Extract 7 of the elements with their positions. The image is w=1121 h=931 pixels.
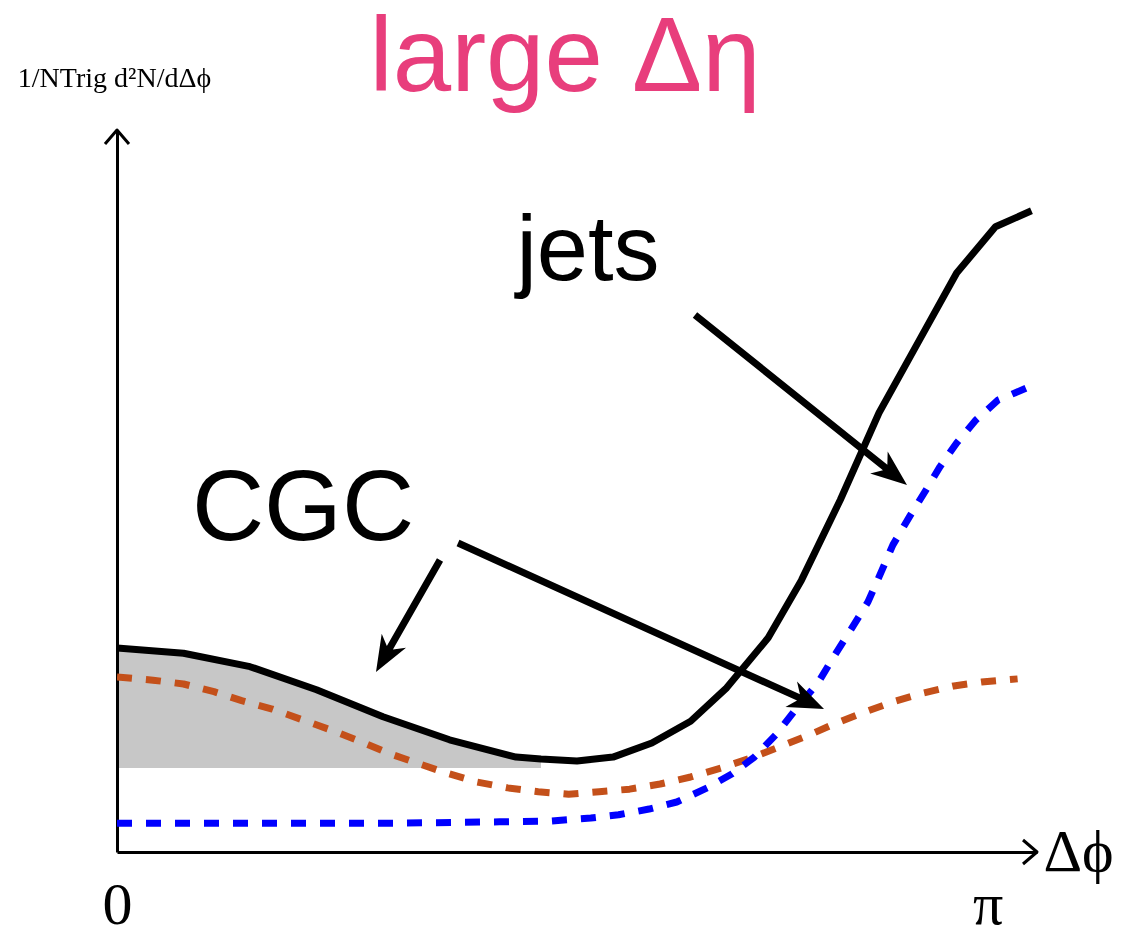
x-tick-label: 0 bbox=[102, 870, 133, 931]
annotation: CGC bbox=[191, 449, 415, 561]
annotation: jets bbox=[513, 197, 660, 299]
y-axis-title: 1/NTrig d²N/dΔϕ bbox=[17, 61, 212, 93]
x-axis-title: Δϕ bbox=[1043, 817, 1114, 884]
x-tick-label: π bbox=[972, 870, 1004, 931]
chart-title: large Δη bbox=[369, 0, 761, 113]
